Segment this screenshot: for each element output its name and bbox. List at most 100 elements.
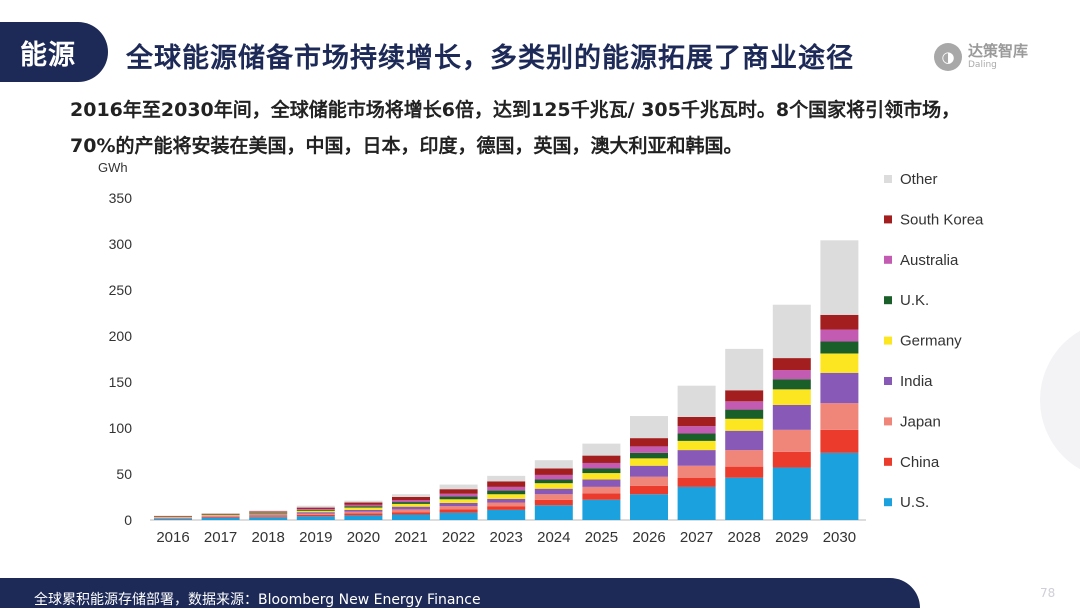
bar-segment — [773, 305, 811, 358]
bar-segment — [535, 494, 573, 500]
bar-segment — [630, 453, 668, 459]
bar-segment — [678, 417, 716, 426]
y-tick-label: 100 — [109, 420, 133, 436]
bar-segment — [297, 509, 335, 510]
bar-segment — [773, 405, 811, 430]
bar-segment — [344, 505, 382, 506]
bar-segment — [344, 508, 382, 510]
x-tick-label: 2020 — [347, 529, 380, 546]
legend-swatch — [884, 417, 892, 425]
bar-segment — [249, 516, 287, 517]
bar-segment — [725, 349, 763, 390]
bar-segment — [344, 503, 382, 505]
legend-label: Australia — [900, 252, 959, 269]
bar-segment — [487, 503, 525, 507]
bar-segment — [249, 517, 287, 520]
bar-segment — [344, 501, 382, 503]
bar-segment — [249, 514, 287, 515]
bar-segment — [820, 342, 858, 354]
x-tick-label: 2025 — [585, 529, 618, 546]
bar-segment — [678, 441, 716, 450]
bar-segment — [773, 389, 811, 405]
bar-segment — [535, 489, 573, 495]
bar-segment — [535, 460, 573, 468]
bar-segment — [202, 513, 240, 514]
bar-segment — [440, 513, 478, 520]
bar-segment — [392, 500, 430, 502]
bar-segment — [202, 514, 240, 515]
bar-segment — [773, 452, 811, 468]
bar-segment — [249, 515, 287, 516]
legend-label: U.S. — [900, 494, 929, 511]
bar-segment — [344, 514, 382, 516]
logo-main-text: 达策智库 — [968, 44, 1028, 59]
legend-label: China — [900, 454, 940, 471]
legend-swatch — [884, 215, 892, 223]
bar-segment — [820, 373, 858, 403]
bar-segment — [249, 514, 287, 515]
bar-segment — [678, 450, 716, 466]
x-tick-label: 2022 — [442, 529, 475, 546]
bar-segment — [820, 430, 858, 453]
bar-segment — [440, 489, 478, 494]
bar-segment — [440, 499, 478, 503]
bar-segment — [392, 514, 430, 520]
y-tick-label: 300 — [109, 236, 133, 252]
bar-segment — [630, 477, 668, 486]
page-number: 78 — [1040, 586, 1055, 600]
legend-label: Japan — [900, 413, 941, 430]
bar-segment — [582, 480, 620, 487]
bar-segment — [630, 494, 668, 520]
logo-sub-text: Daling — [968, 61, 1028, 70]
bar-segment — [392, 509, 430, 512]
logo-text: 达策智库 Daling — [968, 44, 1028, 70]
bar-segment — [344, 510, 382, 512]
bar-segment — [487, 510, 525, 520]
bar-segment — [630, 486, 668, 494]
bar-segment — [297, 512, 335, 513]
x-tick-label: 2023 — [490, 529, 523, 546]
legend-swatch — [884, 256, 892, 264]
bar-segment — [678, 487, 716, 520]
bar-segment — [630, 416, 668, 438]
x-tick-label: 2018 — [252, 529, 285, 546]
bar-segment — [535, 483, 573, 489]
bar-segment — [487, 506, 525, 510]
bar-segment — [820, 403, 858, 430]
bar-segment — [773, 430, 811, 452]
bar-segment — [773, 370, 811, 379]
bar-segment — [344, 506, 382, 507]
legend-swatch — [884, 458, 892, 466]
bar-segment — [773, 468, 811, 520]
bar-segment — [725, 401, 763, 409]
bar-segment — [487, 487, 525, 491]
subtitle-line-1: 2016年至2030年间，全球储能市场将增长6倍，达到125千兆瓦/ 305千兆… — [70, 92, 1070, 128]
bar-segment — [202, 516, 240, 517]
bar-segment — [582, 473, 620, 479]
legend-swatch — [884, 175, 892, 183]
x-tick-label: 2019 — [299, 529, 332, 546]
bar-segment — [535, 480, 573, 484]
brand-logo: ◑ 达策智库 Daling — [934, 40, 1028, 74]
bar-segment — [487, 491, 525, 495]
y-tick-label: 150 — [109, 374, 133, 390]
bar-segment — [630, 438, 668, 446]
bar-segment — [487, 476, 525, 482]
logo-icon: ◑ — [934, 43, 962, 71]
bar-segment — [297, 510, 335, 511]
bar-segment — [487, 499, 525, 503]
x-tick-label: 2021 — [394, 529, 427, 546]
x-tick-label: 2026 — [632, 529, 665, 546]
bar-segment — [297, 508, 335, 509]
bar-segment — [487, 481, 525, 487]
legend-swatch — [884, 296, 892, 304]
bar-segment — [202, 517, 240, 518]
bar-segment — [725, 410, 763, 419]
bar-segment — [535, 500, 573, 506]
bar-segment — [535, 505, 573, 520]
bar-segment — [630, 466, 668, 477]
bar-segment — [440, 509, 478, 512]
bar-segment — [678, 478, 716, 487]
bar-segment — [725, 478, 763, 520]
